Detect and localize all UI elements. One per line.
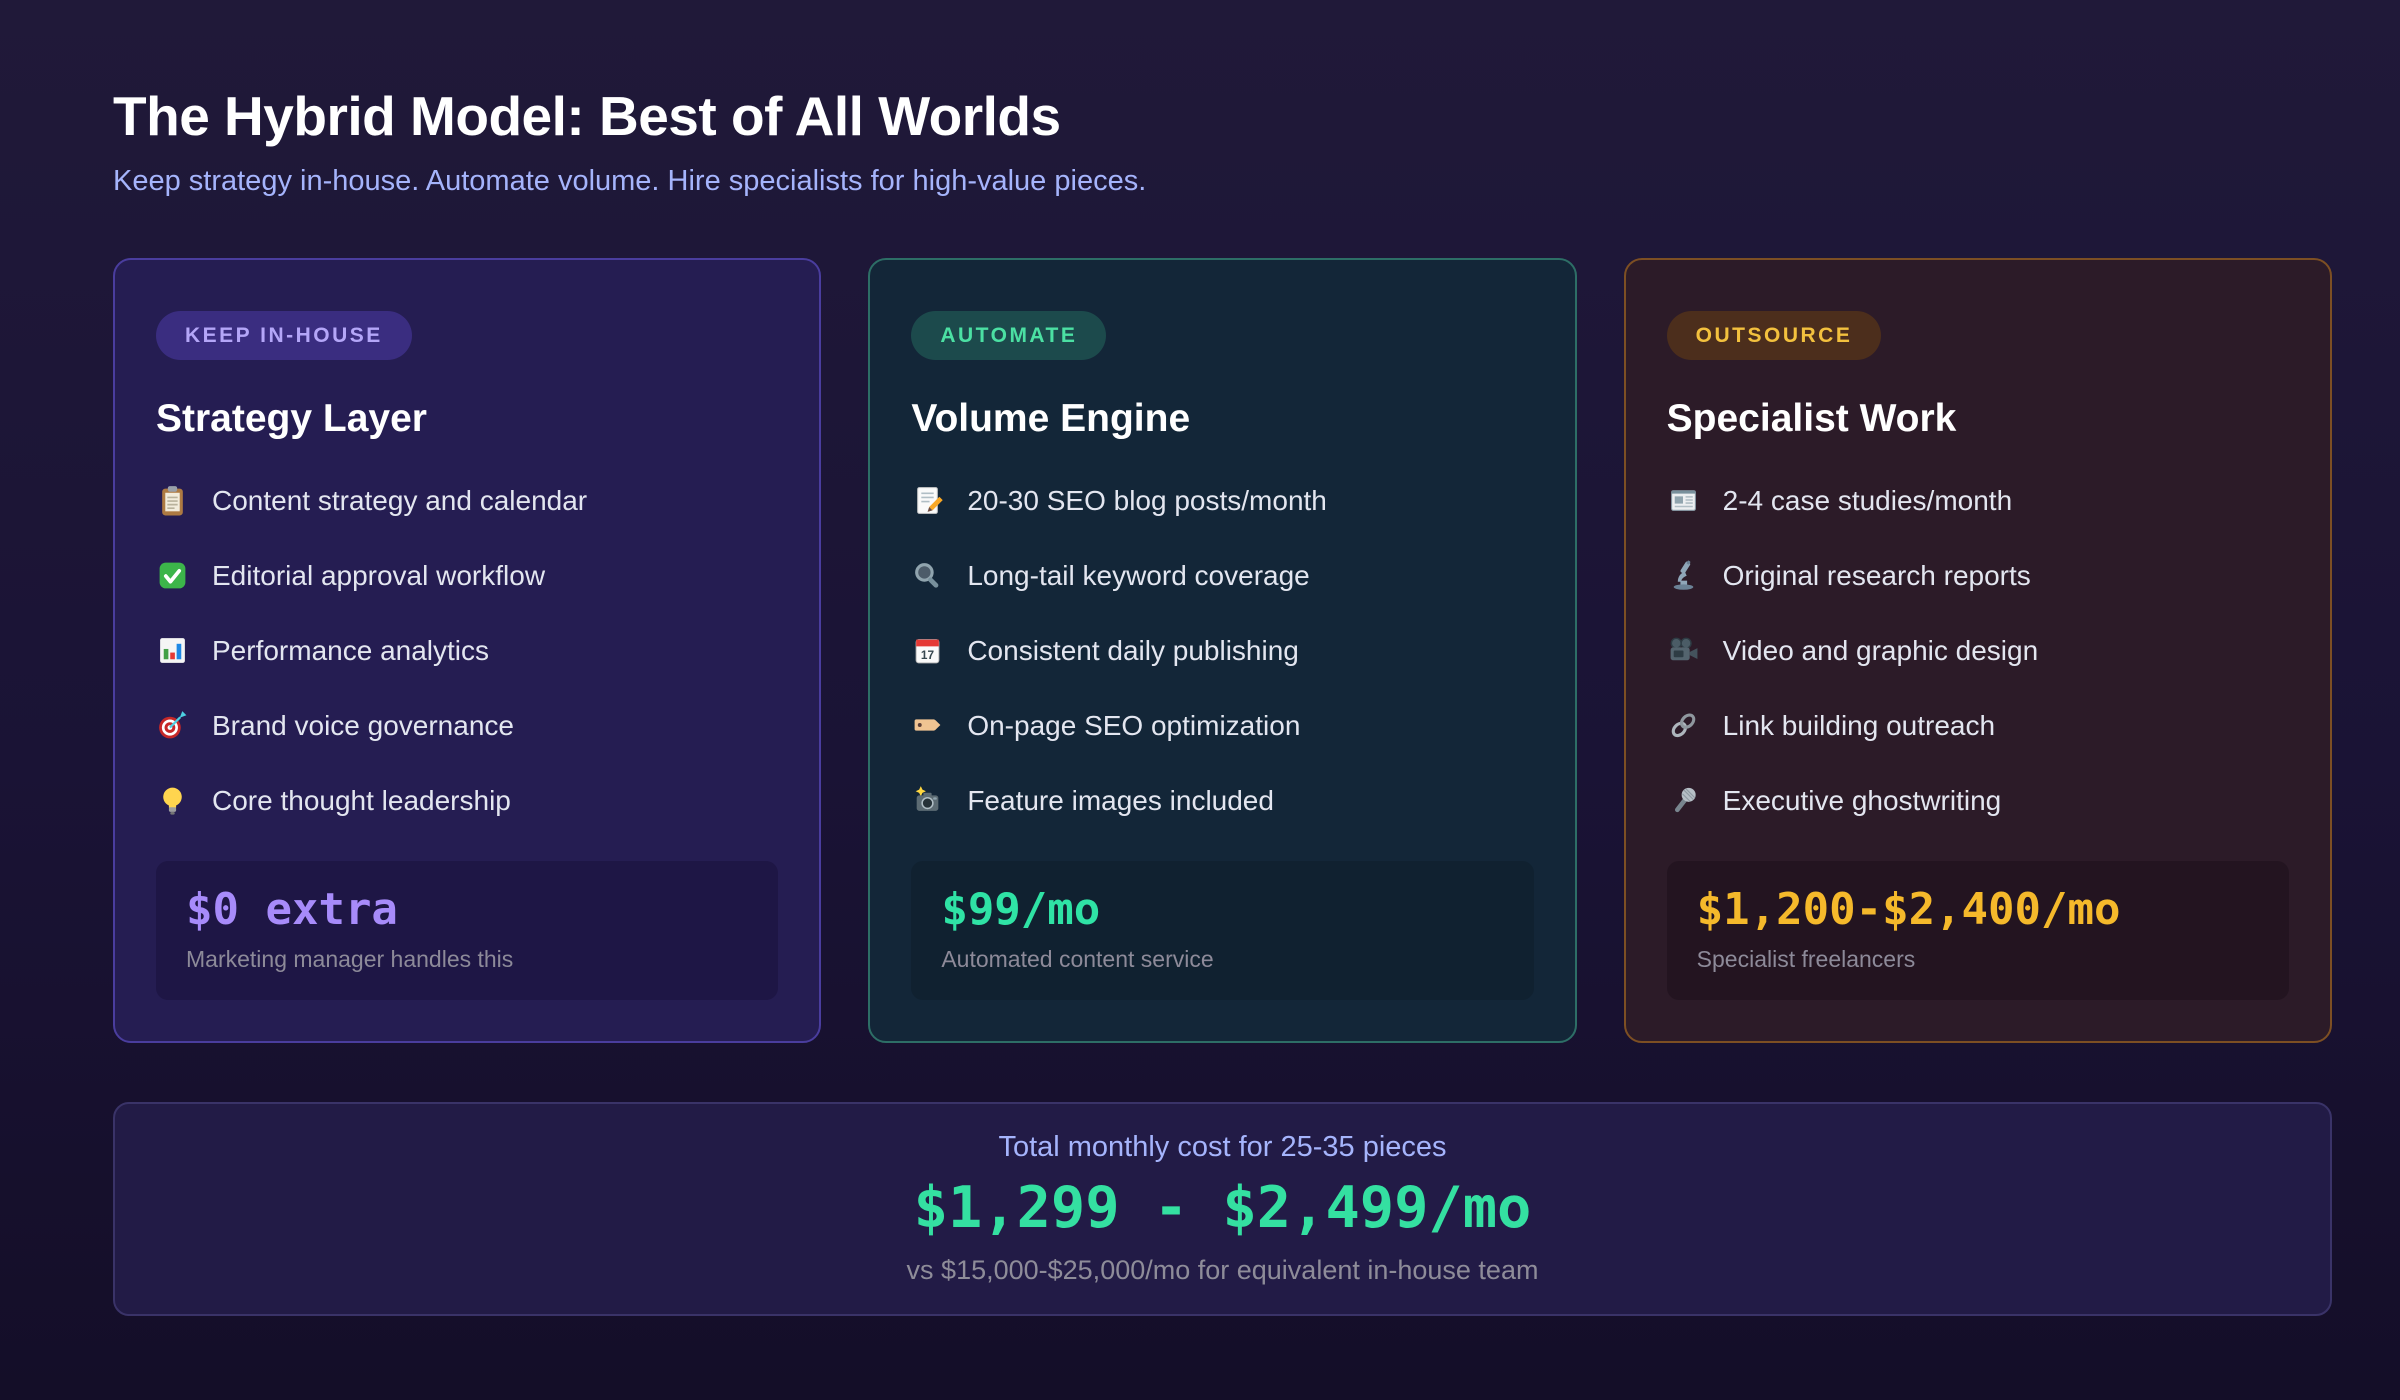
list-item: 17 Consistent daily publishing	[911, 634, 1533, 667]
newspaper-icon	[1667, 484, 1700, 517]
list-item: Link building outreach	[1667, 709, 2289, 742]
label-tag-icon	[911, 709, 944, 742]
card-title: Strategy Layer	[156, 396, 427, 440]
list-item-label: Consistent daily publishing	[967, 634, 1299, 666]
list-item-label: Brand voice governance	[212, 709, 514, 741]
feature-list: 20-30 SEO blog posts/month Long-tail keyw…	[911, 484, 1533, 817]
card-title: Specialist Work	[1666, 396, 1957, 440]
summary-panel: Total monthly cost for 25-35 pieces $1,2…	[113, 1101, 2332, 1316]
card-title: Volume Engine	[911, 396, 1191, 440]
price: $99/mo	[941, 884, 1101, 936]
list-item-label: Performance analytics	[212, 634, 490, 666]
card-automate: AUTOMATE Volume Engine 20-30 SEO blog post…	[868, 257, 1577, 1043]
card-outsource: OUTSOURCE Specialist Work 2-4 case studies…	[1623, 257, 2332, 1043]
list-item: Performance analytics	[156, 634, 778, 667]
bar-chart-icon	[156, 634, 189, 667]
target-icon	[156, 709, 189, 742]
card-keep-in-house: KEEP IN-HOUSE Strategy Layer Content strat…	[113, 257, 822, 1043]
list-item: Brand voice governance	[156, 709, 778, 742]
card-badge: OUTSOURCE	[1666, 310, 1882, 360]
list-item: 20-30 SEO blog posts/month	[911, 484, 1533, 517]
list-item: Core thought leadership	[156, 784, 778, 817]
price-box: $99/mo Automated content service	[911, 861, 1534, 1000]
price-note: Specialist freelancers	[1696, 945, 1916, 972]
list-item-label: Editorial approval workflow	[212, 559, 546, 591]
feature-list: 2-4 case studies/month Original research …	[1667, 484, 2289, 817]
list-item-label: Link building outreach	[1722, 709, 1996, 741]
list-item-label: Original research reports	[1722, 559, 2031, 591]
summary-price-range: $1,299 - $2,499/mo	[913, 1174, 1532, 1241]
price: $0 extra	[186, 884, 398, 936]
price-note: Automated content service	[941, 945, 1214, 972]
svg-text:17: 17	[921, 648, 935, 662]
summary-comparison: vs $15,000-$25,000/mo for equivalent in-…	[906, 1255, 1539, 1286]
card-badge: KEEP IN-HOUSE	[156, 310, 412, 360]
list-item: Content strategy and calendar	[156, 484, 778, 517]
list-item: Original research reports	[1667, 559, 2289, 592]
cards-row: KEEP IN-HOUSE Strategy Layer Content strat…	[113, 257, 2332, 1043]
light-bulb-icon	[156, 784, 189, 817]
page-title: The Hybrid Model: Best of All Worlds	[113, 85, 1061, 147]
movie-camera-icon	[1667, 634, 1700, 667]
list-item-label: Core thought leadership	[212, 784, 511, 816]
list-item-label: On-page SEO optimization	[967, 709, 1301, 741]
check-mark-icon	[156, 559, 189, 592]
card-badge: AUTOMATE	[911, 310, 1107, 360]
list-item-label: 2-4 case studies/month	[1722, 484, 2013, 516]
list-item: Editorial approval workflow	[156, 559, 778, 592]
magnifying-glass-icon	[911, 559, 944, 592]
clipboard-icon	[156, 484, 189, 517]
list-item-label: Long-tail keyword coverage	[967, 559, 1310, 591]
list-item-label: 20-30 SEO blog posts/month	[967, 484, 1327, 516]
list-item: Video and graphic design	[1667, 634, 2289, 667]
list-item-label: Feature images included	[967, 784, 1274, 816]
calendar-icon: 17	[911, 634, 944, 667]
microphone-icon	[1667, 784, 1700, 817]
list-item: 2-4 case studies/month	[1667, 484, 2289, 517]
list-item: Executive ghostwriting	[1667, 784, 2289, 817]
price-note: Marketing manager handles this	[186, 945, 514, 972]
price-box: $1,200-$2,400/mo Specialist freelancers	[1666, 861, 2289, 1000]
page-subtitle: Keep strategy in-house. Automate volume.…	[113, 164, 1147, 197]
summary-caption: Total monthly cost for 25-35 pieces	[998, 1130, 1447, 1163]
link-icon	[1667, 709, 1700, 742]
list-item-label: Executive ghostwriting	[1722, 784, 2002, 816]
list-item-label: Video and graphic design	[1722, 634, 2039, 666]
camera-flash-icon	[911, 784, 944, 817]
list-item: Feature images included	[911, 784, 1533, 817]
memo-icon	[911, 484, 944, 517]
list-item: Long-tail keyword coverage	[911, 559, 1533, 592]
microscope-icon	[1667, 559, 1700, 592]
list-item: On-page SEO optimization	[911, 709, 1533, 742]
price: $1,200-$2,400/mo	[1696, 884, 2121, 936]
list-item-label: Content strategy and calendar	[212, 484, 588, 516]
price-box: $0 extra Marketing manager handles this	[156, 861, 779, 1000]
feature-list: Content strategy and calendar Editorial a…	[156, 484, 778, 817]
